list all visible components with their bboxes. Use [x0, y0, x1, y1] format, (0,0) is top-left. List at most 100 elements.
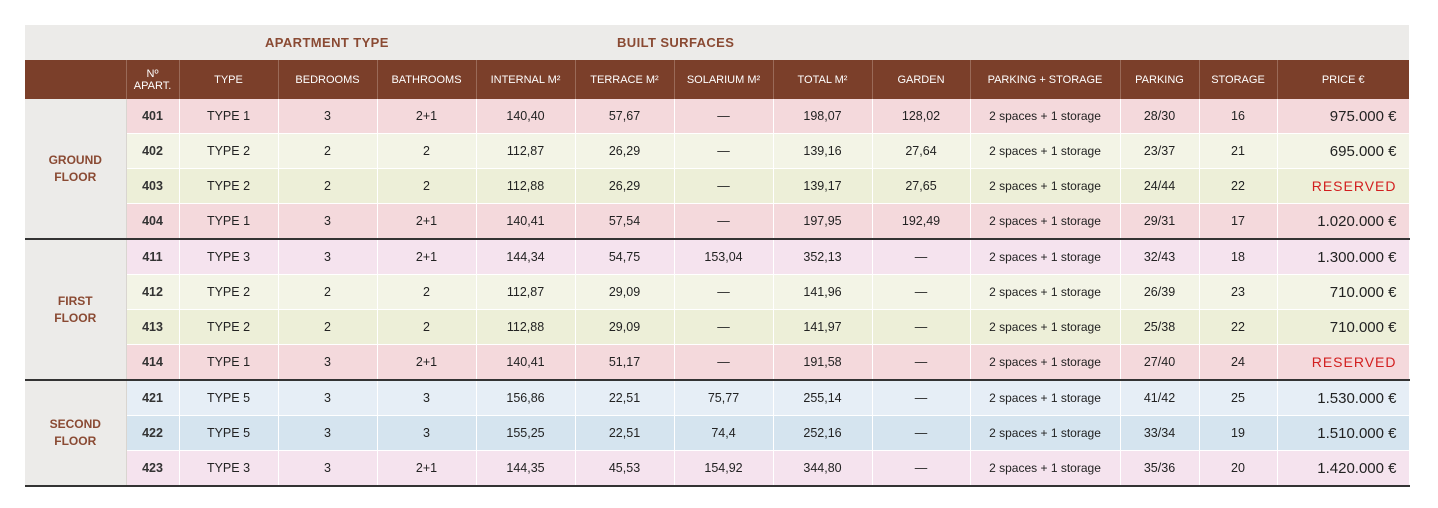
floor-label: SECOND FLOOR	[25, 380, 127, 487]
cell-apartment-number: 422	[126, 415, 180, 451]
cell-terrace-m2: 29,09	[575, 309, 675, 345]
cell-parking: 25/38	[1120, 309, 1200, 345]
cell-bathrooms: 2+1	[377, 239, 477, 275]
cell-parking-storage: 2 spaces + 1 storage	[970, 274, 1121, 310]
cell-type: TYPE 1	[179, 203, 279, 240]
cell-bedrooms: 3	[278, 239, 378, 275]
cell-type: TYPE 2	[179, 309, 279, 345]
cell-total-m2: 141,97	[773, 309, 873, 345]
group-header-built-surfaces: BUILT SURFACES	[617, 35, 735, 50]
group-header-apartment-type: APARTMENT TYPE	[265, 35, 389, 50]
cell-bedrooms: 3	[278, 415, 378, 451]
cell-parking-storage: 2 spaces + 1 storage	[970, 450, 1121, 487]
column-header-type: TYPE	[179, 60, 279, 99]
cell-bathrooms: 2+1	[377, 450, 477, 487]
cell-garden: —	[872, 239, 971, 275]
column-header-apartment-number: Nº APART.	[126, 60, 180, 99]
cell-total-m2: 197,95	[773, 203, 873, 240]
table-row: FIRST FLOOR 411 TYPE 3 3 2+1 144,34 54,75 153,0…	[25, 239, 1410, 381]
table-row: 403 TYPE 2 2 2 112,88 26,29—139,17 27,65 2 spac…	[25, 168, 1410, 204]
cell-internal-m2: 112,88	[476, 168, 576, 204]
cell-total-m2: 139,17	[773, 168, 873, 204]
cell-storage: 17	[1199, 203, 1278, 240]
cell-terrace-m2: 57,54	[575, 203, 675, 240]
cell-price: 695.000 €	[1277, 133, 1410, 169]
cell-bedrooms: 2	[278, 133, 378, 169]
column-header-parking-storage: PARKING + STORAGE	[970, 60, 1121, 99]
cell-solarium-m2: —	[674, 344, 774, 381]
cell-parking-storage: 2 spaces + 1 storage	[970, 239, 1121, 275]
column-header-bathrooms: BATHROOMS	[377, 60, 477, 99]
cell-internal-m2: 144,34	[476, 239, 576, 275]
cell-parking: 24/44	[1120, 168, 1200, 204]
cell-parking: 23/37	[1120, 133, 1200, 169]
cell-bedrooms: 3	[278, 99, 378, 134]
cell-total-m2: 139,16	[773, 133, 873, 169]
cell-solarium-m2: —	[674, 99, 774, 134]
cell-garden: 128,02	[872, 99, 971, 134]
column-header-total-m2: TOTAL M²	[773, 60, 873, 99]
cell-bathrooms: 2+1	[377, 99, 477, 134]
cell-total-m2: 198,07	[773, 99, 873, 134]
cell-internal-m2: 140,41	[476, 344, 576, 381]
cell-price: RESERVED	[1277, 168, 1410, 204]
cell-bedrooms: 3	[278, 344, 378, 381]
cell-storage: 22	[1199, 168, 1278, 204]
cell-price: 975.000 €	[1277, 99, 1410, 134]
column-header-garden: GARDEN	[872, 60, 971, 99]
cell-type: TYPE 3	[179, 450, 279, 487]
cell-bathrooms: 2	[377, 309, 477, 345]
column-header-floor	[25, 60, 127, 99]
cell-parking-storage: 2 spaces + 1 storage	[970, 203, 1121, 240]
cell-parking-storage: 2 spaces + 1 storage	[970, 344, 1121, 381]
cell-bathrooms: 3	[377, 380, 477, 416]
price-list: APARTMENT TYPE BUILT SURFACES Nº APART. T…	[25, 25, 1410, 487]
cell-garden: —	[872, 450, 971, 487]
floor-label: FIRST FLOOR	[25, 239, 127, 381]
cell-terrace-m2: 29,09	[575, 274, 675, 310]
cell-storage: 22	[1199, 309, 1278, 345]
cell-storage: 18	[1199, 239, 1278, 275]
cell-parking: 33/34	[1120, 415, 1200, 451]
cell-solarium-m2: 154,92	[674, 450, 774, 487]
table-row: GROUND FLOOR 401 TYPE 1 3 2+1 140,40 57,67—198…	[25, 99, 1410, 240]
cell-type: TYPE 5	[179, 380, 279, 416]
cell-internal-m2: 140,41	[476, 203, 576, 240]
cell-garden: —	[872, 415, 971, 451]
cell-type: TYPE 1	[179, 99, 279, 134]
cell-bathrooms: 2+1	[377, 344, 477, 381]
cell-type: TYPE 3	[179, 239, 279, 275]
cell-price: 710.000 €	[1277, 274, 1410, 310]
cell-storage: 16	[1199, 99, 1278, 134]
cell-internal-m2: 144,35	[476, 450, 576, 487]
cell-parking: 29/31	[1120, 203, 1200, 240]
cell-parking: 26/39	[1120, 274, 1200, 310]
cell-apartment-number: 413	[126, 309, 180, 345]
cell-type: TYPE 2	[179, 168, 279, 204]
cell-storage: 24	[1199, 344, 1278, 381]
cell-terrace-m2: 22,51	[575, 415, 675, 451]
cell-parking: 28/30	[1120, 99, 1200, 134]
table-row: 422 TYPE 5 3 3 155,25 22,51 74,4 252,16—2 space…	[25, 415, 1410, 451]
cell-type: TYPE 1	[179, 344, 279, 381]
cell-total-m2: 352,13	[773, 239, 873, 275]
cell-parking: 32/43	[1120, 239, 1200, 275]
column-header-internal-m2: INTERNAL M²	[476, 60, 576, 99]
cell-garden: —	[872, 380, 971, 416]
table-row: 423 TYPE 3 3 2+1 144,35 45,53 154,92 344,80—2 s…	[25, 450, 1410, 487]
table-row: 404 TYPE 1 3 2+1 140,41 57,54—197,95 192,49 2 s…	[25, 203, 1410, 240]
cell-parking: 41/42	[1120, 380, 1200, 416]
column-header-parking: PARKING	[1120, 60, 1200, 99]
cell-parking-storage: 2 spaces + 1 storage	[970, 415, 1121, 451]
cell-internal-m2: 155,25	[476, 415, 576, 451]
cell-apartment-number: 411	[126, 239, 180, 275]
cell-apartment-number: 423	[126, 450, 180, 487]
cell-internal-m2: 112,87	[476, 274, 576, 310]
cell-bedrooms: 2	[278, 168, 378, 204]
cell-total-m2: 252,16	[773, 415, 873, 451]
cell-solarium-m2: —	[674, 203, 774, 240]
cell-terrace-m2: 26,29	[575, 133, 675, 169]
cell-apartment-number: 401	[126, 99, 180, 134]
cell-terrace-m2: 22,51	[575, 380, 675, 416]
cell-apartment-number: 404	[126, 203, 180, 240]
